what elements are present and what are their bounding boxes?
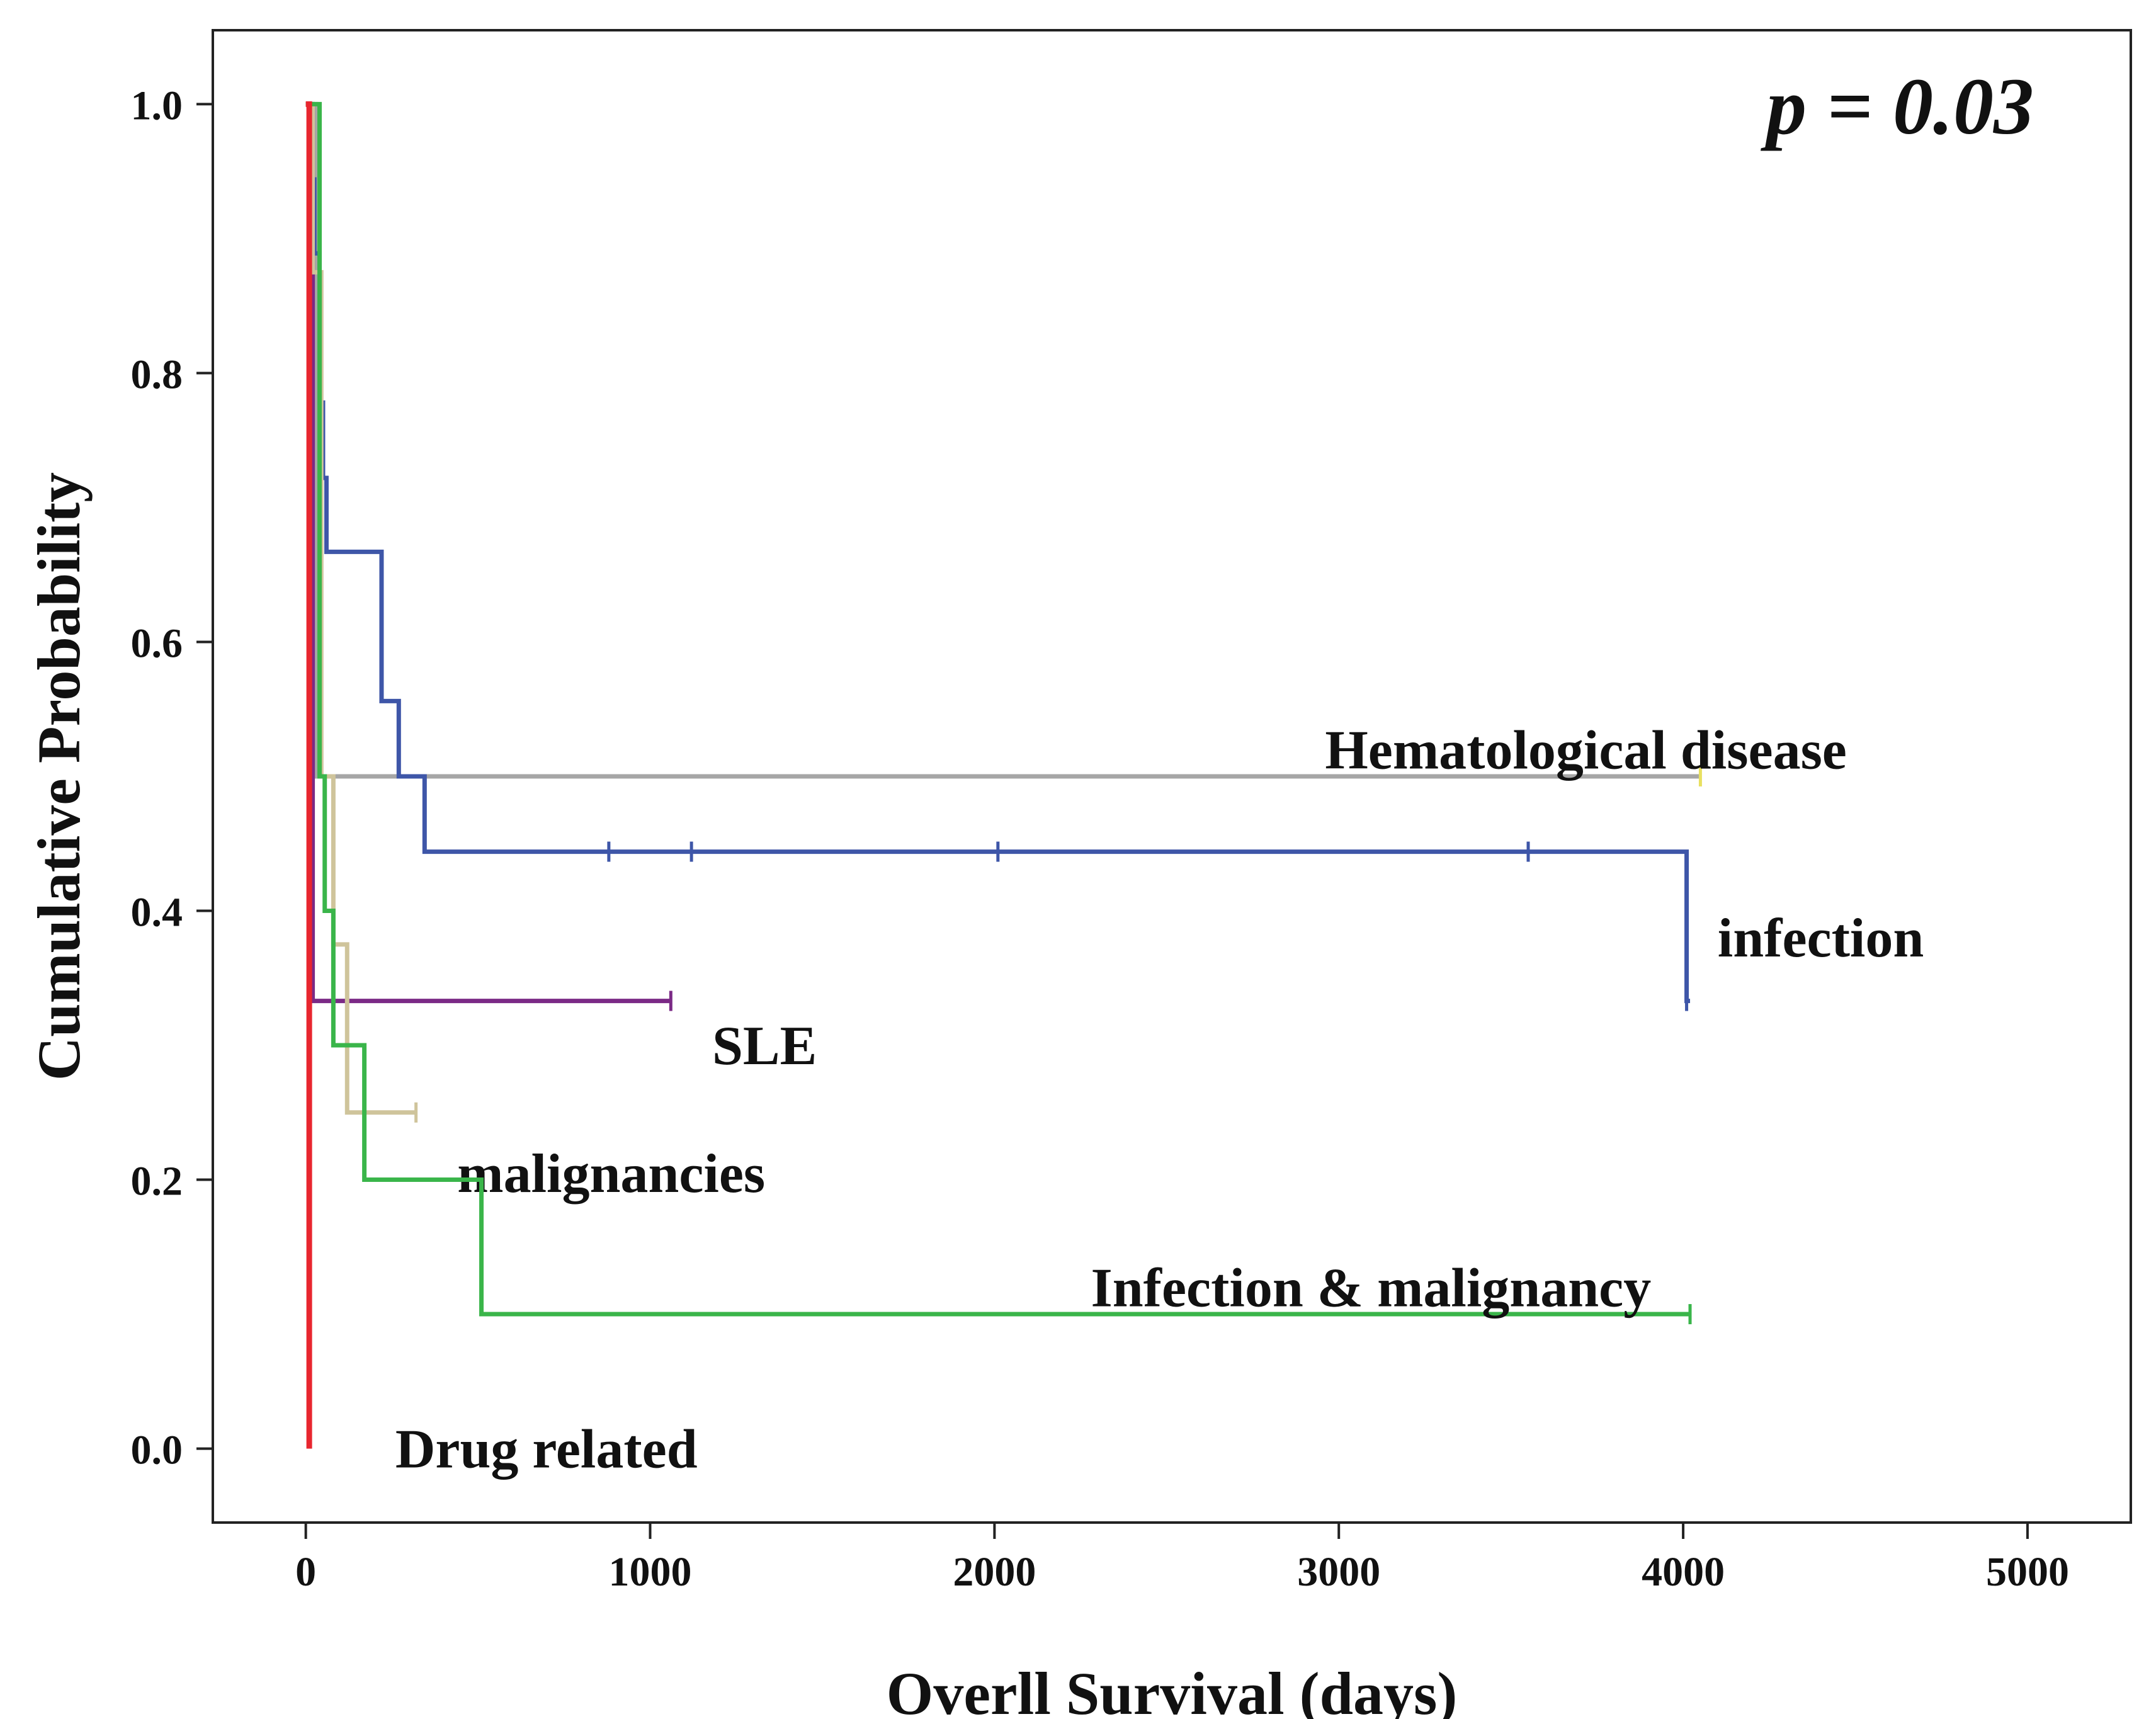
series-label-malignancies: malignancies — [457, 1143, 765, 1205]
p-value-annotation: p = 0.03 — [1760, 62, 2034, 151]
x-tick-label-4000: 4000 — [1642, 1549, 1725, 1595]
y-tick-label-0.8: 0.8 — [131, 351, 183, 397]
x-axis-title: Overll Survival (days) — [887, 1660, 1458, 1719]
x-tick-label-1000: 1000 — [609, 1549, 692, 1595]
plot-frame — [212, 29, 2132, 1524]
series-line-drug-related — [305, 101, 312, 1449]
series-line-malignancies — [305, 101, 416, 1115]
x-tick-label-0: 0 — [295, 1549, 316, 1595]
series-label-hematological-disease: Hematological disease — [1325, 720, 1847, 781]
series-line-infection-malignancy — [305, 101, 1691, 1317]
series-label-drug-related: Drug related — [395, 1419, 698, 1480]
x-tick-label-2000: 2000 — [953, 1549, 1036, 1595]
series-label-infection: infection — [1718, 908, 1924, 969]
y-axis-title: Cumulative Probability — [25, 472, 93, 1081]
series-label-infection-malignancy: Infection & malignancy — [1091, 1257, 1651, 1319]
y-tick-label-0.4: 0.4 — [131, 890, 183, 936]
series-label-sle: SLE — [712, 1016, 817, 1077]
axes-layer: 0 1000 2000 3000 4000 5000 0.0 0.2 0.4 0.6 0.8 1.0 — [131, 82, 2069, 1595]
y-tick-label-0.6: 0.6 — [131, 620, 183, 666]
y-tick-label-0.0: 0.0 — [131, 1427, 183, 1473]
x-tick-label-5000: 5000 — [1986, 1549, 2069, 1595]
y-tick-label-1.0: 1.0 — [131, 82, 183, 128]
y-tick-label-0.2: 0.2 — [131, 1159, 183, 1205]
plot-layer: Hematological disease infection SLE maligna… — [305, 101, 1924, 1480]
x-tick-label-3000: 3000 — [1297, 1549, 1380, 1595]
